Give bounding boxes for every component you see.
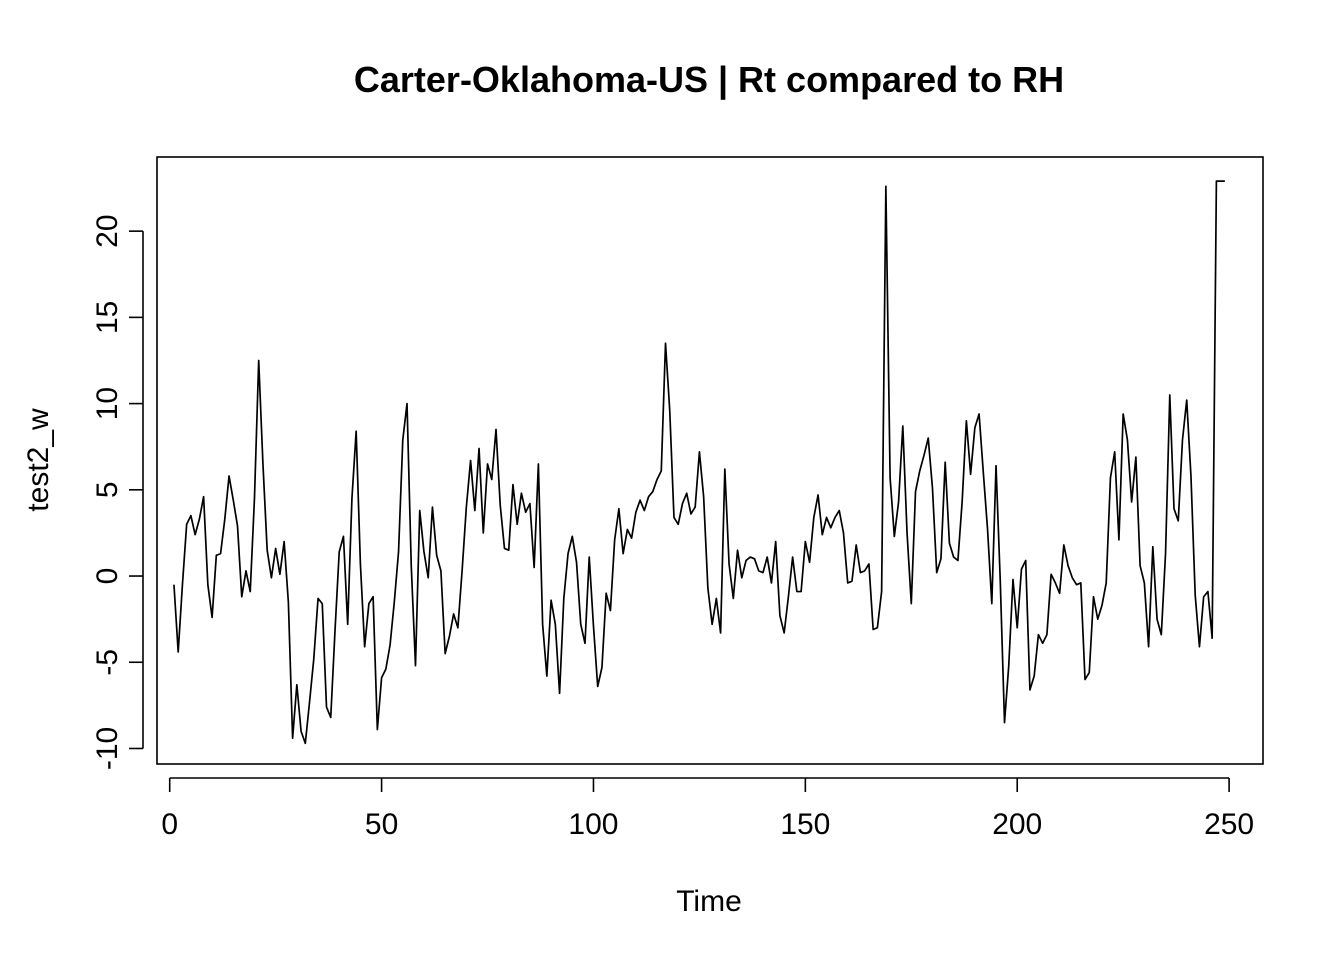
y-tick-label: 0 [91, 568, 124, 585]
x-tick-label: 250 [1204, 808, 1254, 841]
x-tick-label: 200 [992, 808, 1042, 841]
y-axis-label: test2_w [22, 408, 55, 512]
x-tick-label: 0 [161, 808, 178, 841]
x-axis: 0 50 100 150 200 250 [161, 777, 1254, 841]
y-tick-label: 5 [91, 481, 124, 498]
x-tick-label: 50 [365, 808, 398, 841]
y-tick-label: -5 [91, 649, 124, 676]
chart-title: Carter-Oklahoma-US | Rt compared to RH [354, 59, 1064, 101]
y-tick-label: 20 [91, 214, 124, 247]
series-line-test2-w [173, 180, 1225, 745]
y-tick-label: -10 [91, 727, 124, 770]
x-tick-label: 150 [780, 808, 830, 841]
plot-frame [156, 156, 1264, 765]
x-axis-label: Time [676, 885, 742, 918]
y-tick-label: 15 [91, 301, 124, 334]
x-tick-label: 100 [568, 808, 618, 841]
y-axis: -10 -5 0 5 10 15 20 [91, 214, 144, 770]
y-tick-label: 10 [91, 387, 124, 420]
